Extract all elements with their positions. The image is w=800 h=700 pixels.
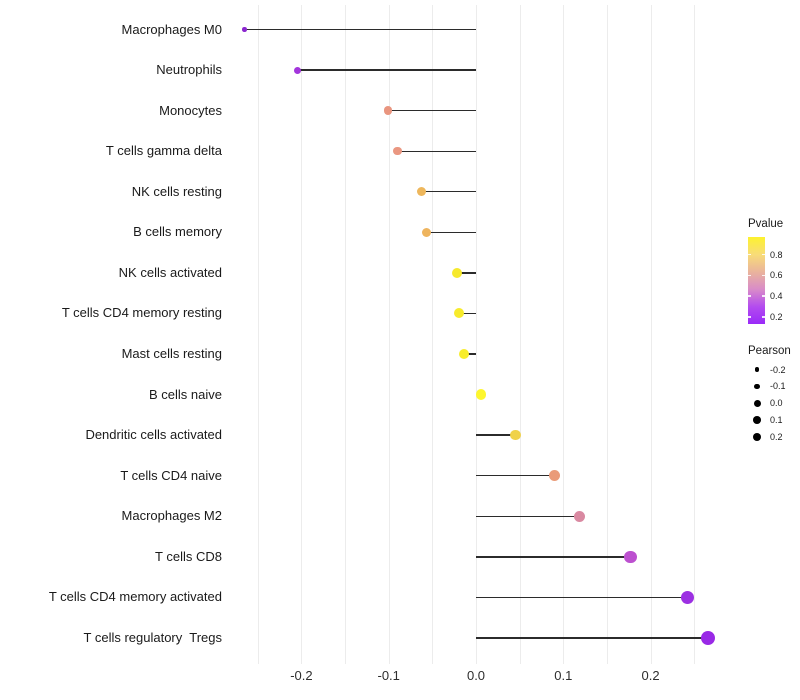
pvalue-legend-title: Pvalue — [748, 218, 784, 230]
gridline — [694, 5, 696, 664]
category-label: Dendritic cells activated — [85, 427, 222, 443]
size-legend-dot — [754, 367, 760, 372]
category-label: Macrophages M0 — [121, 21, 222, 37]
gridline — [345, 5, 347, 664]
lollipop-stem — [476, 556, 631, 558]
x-tick-label: -0.2 — [290, 668, 313, 683]
colorbar-tick-mark — [762, 274, 765, 277]
gridline — [563, 5, 565, 664]
lollipop-stem — [397, 150, 476, 152]
x-tick-label: 0.2 — [641, 668, 660, 683]
lollipop-dot — [475, 389, 487, 400]
category-label: T cells regulatory Tregs — [83, 630, 222, 645]
lollipop-dot — [293, 66, 301, 74]
colorbar-tick-label: 0.6 — [770, 270, 783, 281]
lollipop-dot — [421, 227, 431, 237]
lollipop-dot — [242, 27, 247, 32]
lollipop-stem — [476, 596, 688, 599]
category-label: NK cells resting — [131, 183, 222, 199]
colorbar-tick-label: 0.2 — [770, 311, 783, 322]
lollipop-dot — [549, 470, 561, 482]
colorbar-tick-mark — [762, 253, 765, 256]
category-label: NK cells activated — [118, 264, 222, 280]
size-legend-dot — [752, 432, 762, 442]
size-legend-label: -0.1 — [770, 381, 786, 392]
lollipop-dot — [451, 267, 462, 278]
x-tick-label: 0.1 — [554, 668, 573, 683]
gridline — [519, 5, 521, 664]
pvalue-colorbar — [748, 237, 765, 324]
category-label: T cells CD4 memory resting — [61, 305, 222, 321]
gridline — [606, 5, 608, 664]
size-legend-dot — [753, 399, 761, 407]
lollipop-stem — [476, 475, 555, 477]
gridline — [388, 5, 390, 664]
gridline — [301, 5, 303, 664]
gridline — [476, 5, 477, 664]
lollipop-stem — [387, 109, 476, 112]
colorbar-tick-label: 0.4 — [770, 291, 783, 302]
gridline — [432, 5, 434, 664]
lollipop-stem — [459, 312, 476, 315]
size-legend-label: -0.2 — [770, 364, 786, 375]
pearson-legend-title: Pearson — [748, 345, 791, 357]
lollipop-dot — [680, 590, 695, 605]
lollipop-stem — [476, 515, 580, 517]
category-label: T cells CD4 naive — [120, 467, 222, 483]
colorbar-tick-mark — [748, 295, 751, 297]
category-label: B cells memory — [133, 224, 222, 240]
category-label: T cells gamma delta — [105, 143, 222, 159]
colorbar-tick-mark — [762, 295, 765, 297]
x-tick-label: -0.1 — [377, 668, 400, 683]
colorbar-tick-mark — [748, 253, 751, 256]
lollipop-stem — [244, 28, 476, 31]
lollipop-stem — [476, 637, 709, 639]
lollipop-stem — [421, 191, 476, 193]
gridline — [257, 5, 259, 664]
category-label: B cells naive — [149, 386, 222, 402]
lollipop-stem — [463, 353, 476, 355]
category-label: T cells CD4 memory activated — [48, 589, 222, 605]
size-legend-label: 0.1 — [770, 415, 783, 426]
lollipop-stem — [476, 434, 516, 436]
lollipop-stem — [456, 272, 476, 274]
lollipop-stem — [426, 231, 476, 234]
colorbar-tick-label: 0.8 — [770, 249, 783, 260]
lollipop-dot — [454, 308, 465, 319]
plot-panel — [232, 5, 729, 664]
lollipop-dot — [383, 106, 393, 115]
colorbar-tick-mark — [762, 315, 765, 318]
lollipop-dot — [510, 429, 521, 441]
x-tick-label: 0.0 — [466, 668, 486, 683]
lollipop-stem — [297, 69, 476, 71]
lollipop-dot — [458, 349, 469, 360]
category-label: Monocytes — [159, 102, 222, 118]
category-label: Mast cells resting — [121, 346, 222, 362]
category-label: T cells CD8 — [155, 548, 222, 564]
size-legend-dot — [754, 383, 760, 390]
lollipop-dot — [416, 187, 426, 197]
category-label: Macrophages M2 — [121, 508, 222, 524]
lollipop-dot — [624, 550, 637, 564]
category-label: Neutrophils — [156, 62, 222, 78]
colorbar-tick-mark — [748, 315, 751, 318]
colorbar-tick-mark — [748, 274, 751, 277]
size-legend-label: 0.0 — [770, 398, 783, 409]
gridline — [650, 5, 652, 664]
size-legend-label: 0.2 — [770, 432, 783, 443]
lollipop-dot — [574, 510, 586, 522]
lollipop-dot — [393, 146, 402, 156]
lollipop-dot — [700, 630, 716, 646]
size-legend-dot — [753, 416, 761, 425]
